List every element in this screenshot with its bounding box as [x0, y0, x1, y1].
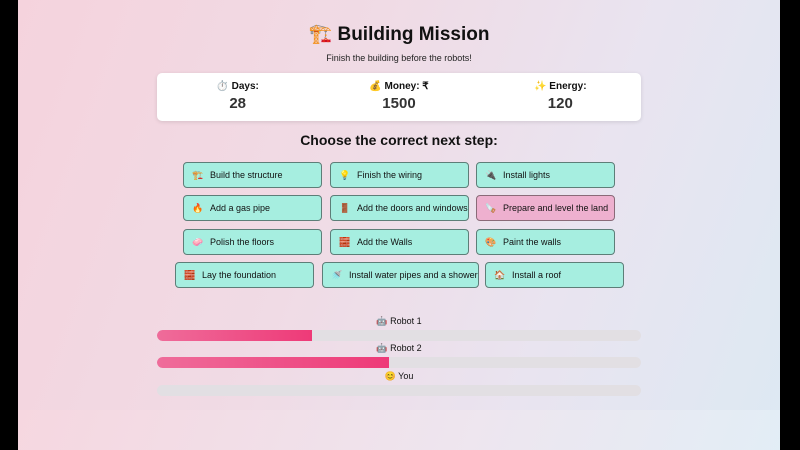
stat-money: 💰 Money: ₹ 1500 — [329, 73, 469, 121]
days-value: 28 — [229, 95, 246, 112]
stats-panel: ⏱️ Days: 28 💰 Money: ₹ 1500 ✨ Energy: 120 — [157, 73, 641, 121]
option-icon: 🧱 — [184, 269, 196, 280]
option-label: Polish the floors — [210, 237, 275, 247]
option-icon: 🏠 — [494, 269, 506, 280]
option-button[interactable]: 🪚 Prepare and level the land — [476, 195, 615, 221]
racer-label: 🤖 Robot 2 — [376, 343, 422, 353]
progress-fill — [157, 357, 390, 368]
subtitle: Finish the building before the robots! — [326, 53, 472, 63]
money-label: 💰 Money: ₹ — [369, 81, 429, 92]
option-icon: 🧼 — [192, 236, 204, 247]
energy-value: 120 — [547, 95, 573, 112]
option-button[interactable]: 🧱 Lay the foundation — [175, 262, 314, 288]
option-icon: 🏗️ — [192, 169, 204, 180]
racer-label: 🤖 Robot 1 — [376, 316, 422, 326]
question-prompt: Choose the correct next step: — [300, 132, 498, 148]
option-button[interactable]: 🏗️ Build the structure — [183, 162, 322, 188]
option-button[interactable]: 🏠 Install a roof — [485, 262, 624, 288]
progress-fill — [157, 330, 312, 341]
option-label: Finish the wiring — [357, 170, 423, 180]
page-title: 🏗️ Building Mission — [308, 24, 490, 45]
option-label: Paint the walls — [503, 237, 562, 247]
option-button[interactable]: 🧱 Add the Walls — [330, 229, 469, 255]
game-app: 🏗️ Building Mission Finish the building … — [18, 0, 780, 450]
option-label: Install water pipes and a shower — [349, 270, 478, 280]
progress-track — [157, 357, 641, 368]
option-button[interactable]: 🔌 Install lights — [476, 162, 615, 188]
option-icon: 🧱 — [339, 236, 351, 247]
option-label: Add the doors and windows — [357, 203, 468, 213]
option-icon: 🚿 — [331, 269, 343, 280]
option-button[interactable]: 🔥 Add a gas pipe — [183, 195, 322, 221]
option-button[interactable]: 🚿 Install water pipes and a shower — [322, 262, 479, 288]
option-label: Add the Walls — [357, 237, 413, 247]
option-button[interactable]: 🚪 Add the doors and windows — [330, 195, 469, 221]
stat-energy: ✨ Energy: 120 — [490, 73, 630, 121]
option-label: Build the structure — [210, 170, 283, 180]
progress-track — [157, 330, 641, 341]
option-label: Lay the foundation — [202, 270, 277, 280]
option-label: Install lights — [503, 170, 551, 180]
progress-track — [157, 385, 641, 396]
energy-label: ✨ Energy: — [534, 81, 587, 92]
option-label: Install a roof — [512, 270, 562, 280]
days-label: ⏱️ Days: — [216, 81, 259, 92]
racer-label: 😊 You — [384, 371, 414, 381]
option-button[interactable]: 🧼 Polish the floors — [183, 229, 322, 255]
option-icon: 🪚 — [485, 202, 497, 213]
stat-days: ⏱️ Days: 28 — [168, 73, 308, 121]
option-button[interactable]: 💡 Finish the wiring — [330, 162, 469, 188]
option-icon: 💡 — [339, 169, 351, 180]
option-icon: 🚪 — [339, 202, 351, 213]
option-button[interactable]: 🎨 Paint the walls — [476, 229, 615, 255]
money-value: 1500 — [382, 95, 416, 112]
option-label: Prepare and level the land — [503, 203, 609, 213]
option-icon: 🎨 — [485, 236, 497, 247]
option-label: Add a gas pipe — [210, 203, 271, 213]
bottom-band — [18, 410, 780, 450]
option-icon: 🔥 — [192, 202, 204, 213]
option-icon: 🔌 — [485, 169, 497, 180]
